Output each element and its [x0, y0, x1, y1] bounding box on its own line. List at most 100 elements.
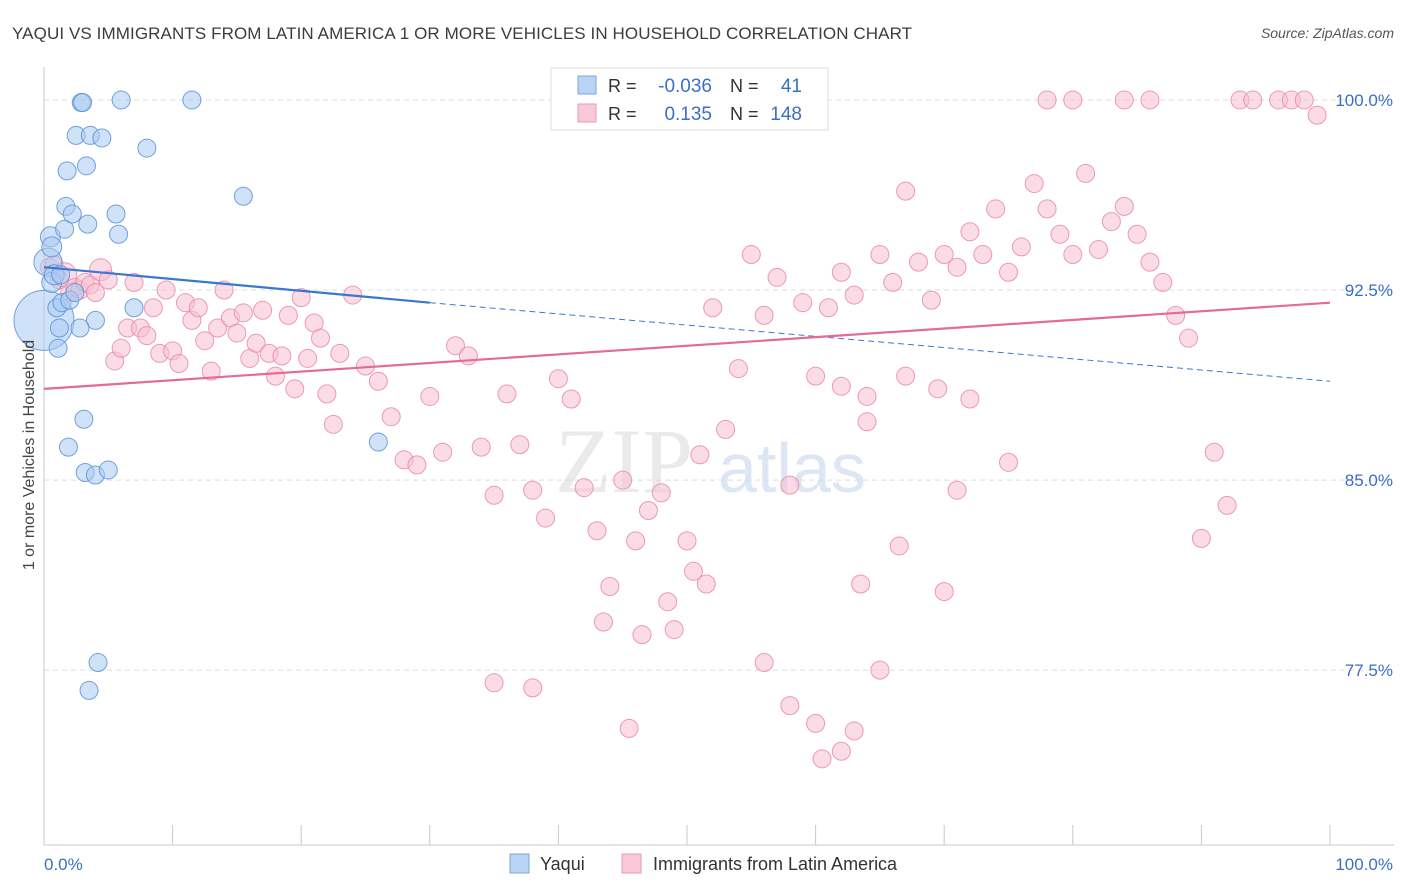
- grid-lines: [44, 99, 1394, 671]
- latin-point: [407, 455, 427, 475]
- latin-point: [1037, 199, 1057, 219]
- latin-point: [1037, 90, 1057, 110]
- correlation-legend: R = -0.036 N = 41 R = 0.135 N = 148: [550, 67, 829, 131]
- latin-point: [1217, 495, 1237, 515]
- yaqui-point: [79, 680, 99, 700]
- latin-point: [330, 343, 350, 363]
- latin-point: [1243, 90, 1263, 110]
- latin-point: [272, 346, 292, 366]
- yaqui-point: [368, 432, 388, 452]
- y-tick-label-2: 92.5%: [1345, 281, 1393, 300]
- latin-point: [1101, 212, 1121, 232]
- latin-point: [433, 442, 453, 462]
- yaqui-point: [106, 204, 126, 224]
- latin-point: [728, 359, 748, 379]
- source-label: Source: ZipAtlas.com: [1260, 25, 1394, 41]
- latin-point: [896, 366, 916, 386]
- latin-point: [98, 270, 118, 290]
- yaqui-point: [124, 298, 144, 318]
- latin-point: [201, 361, 221, 381]
- latin-point: [896, 181, 916, 201]
- latin-point: [793, 293, 813, 313]
- latin-point: [208, 318, 228, 338]
- legend-r-value-yaqui: -0.036: [658, 76, 712, 97]
- latin-point: [124, 272, 144, 292]
- latin-point: [960, 222, 980, 242]
- latin-point: [1076, 163, 1096, 183]
- yaqui-point: [88, 653, 108, 673]
- latin-point: [889, 536, 909, 556]
- trend-line-latin: [43, 301, 1331, 390]
- latin-point: [1050, 224, 1070, 244]
- legend-r-label-yaqui: R =: [608, 76, 637, 96]
- tick-labels: 77.5% 85.0% 92.5% 100.0% 0.0% 100.0%: [44, 91, 1393, 874]
- latin-point: [195, 331, 215, 351]
- yaqui-point: [58, 437, 78, 457]
- latin-point: [471, 437, 491, 457]
- legend-n-value-latin: 148: [770, 104, 802, 125]
- latin-point: [683, 561, 703, 581]
- yaqui-point: [233, 186, 253, 206]
- yaqui-point: [109, 224, 129, 244]
- latin-point: [1089, 239, 1109, 259]
- latin-point: [928, 379, 948, 399]
- legend-n-label-latin: N =: [730, 104, 759, 124]
- legend-r-label-latin: R =: [608, 104, 637, 124]
- yaqui-point: [78, 214, 98, 234]
- latin-point: [857, 412, 877, 432]
- series-legend: Yaqui Immigrants from Latin America: [509, 853, 898, 874]
- series-legend-label-latin: Immigrants from Latin America: [653, 854, 898, 874]
- latin-point: [85, 283, 105, 303]
- latin-point: [1114, 196, 1134, 216]
- latin-point: [934, 245, 954, 265]
- latin-point: [156, 280, 176, 300]
- latin-point: [1140, 252, 1160, 272]
- yaqui-point: [55, 219, 75, 239]
- latin-point: [960, 389, 980, 409]
- latin-point: [1307, 105, 1327, 125]
- latin-point: [619, 718, 639, 738]
- latin-point: [420, 386, 440, 406]
- latin-point: [690, 445, 710, 465]
- latin-point: [593, 612, 613, 632]
- latin-point: [780, 696, 800, 716]
- latin-point: [986, 199, 1006, 219]
- yaqui-point: [70, 318, 90, 338]
- latin-point: [1140, 90, 1160, 110]
- yaqui-point: [137, 138, 157, 158]
- yaqui-point: [92, 128, 112, 148]
- latin-point: [973, 245, 993, 265]
- latin-point: [1127, 224, 1147, 244]
- latin-point: [111, 338, 131, 358]
- latin-point: [214, 280, 234, 300]
- latin-point: [536, 508, 556, 528]
- x-tick-label-0: 0.0%: [44, 855, 83, 874]
- axes: [43, 67, 1394, 846]
- legend-n-value-yaqui: 41: [781, 76, 802, 97]
- y-axis-label: 1 or more Vehicles in Household: [21, 340, 38, 570]
- yaqui-point: [51, 265, 71, 285]
- trend-line-yaqui-solid: [43, 266, 430, 304]
- latin-point: [664, 620, 684, 640]
- latin-point: [548, 369, 568, 389]
- latin-point: [233, 303, 253, 323]
- yaqui-point: [76, 156, 96, 176]
- yaqui-point: [49, 318, 69, 338]
- latin-point: [523, 480, 543, 500]
- latin-point: [246, 333, 266, 353]
- yaqui-point: [73, 92, 93, 112]
- latin-point: [310, 328, 330, 348]
- latin-point: [574, 478, 594, 498]
- latin-point: [1011, 237, 1031, 257]
- latin-point: [613, 470, 633, 490]
- latin-point: [317, 384, 337, 404]
- legend-n-label-yaqui: N =: [730, 76, 759, 96]
- latin-point: [484, 673, 504, 693]
- latin-point: [1191, 528, 1211, 548]
- latin-point: [143, 298, 163, 318]
- latin-point: [587, 521, 607, 541]
- latin-point: [1063, 245, 1083, 265]
- latin-point: [381, 407, 401, 427]
- yaqui-point: [57, 161, 77, 181]
